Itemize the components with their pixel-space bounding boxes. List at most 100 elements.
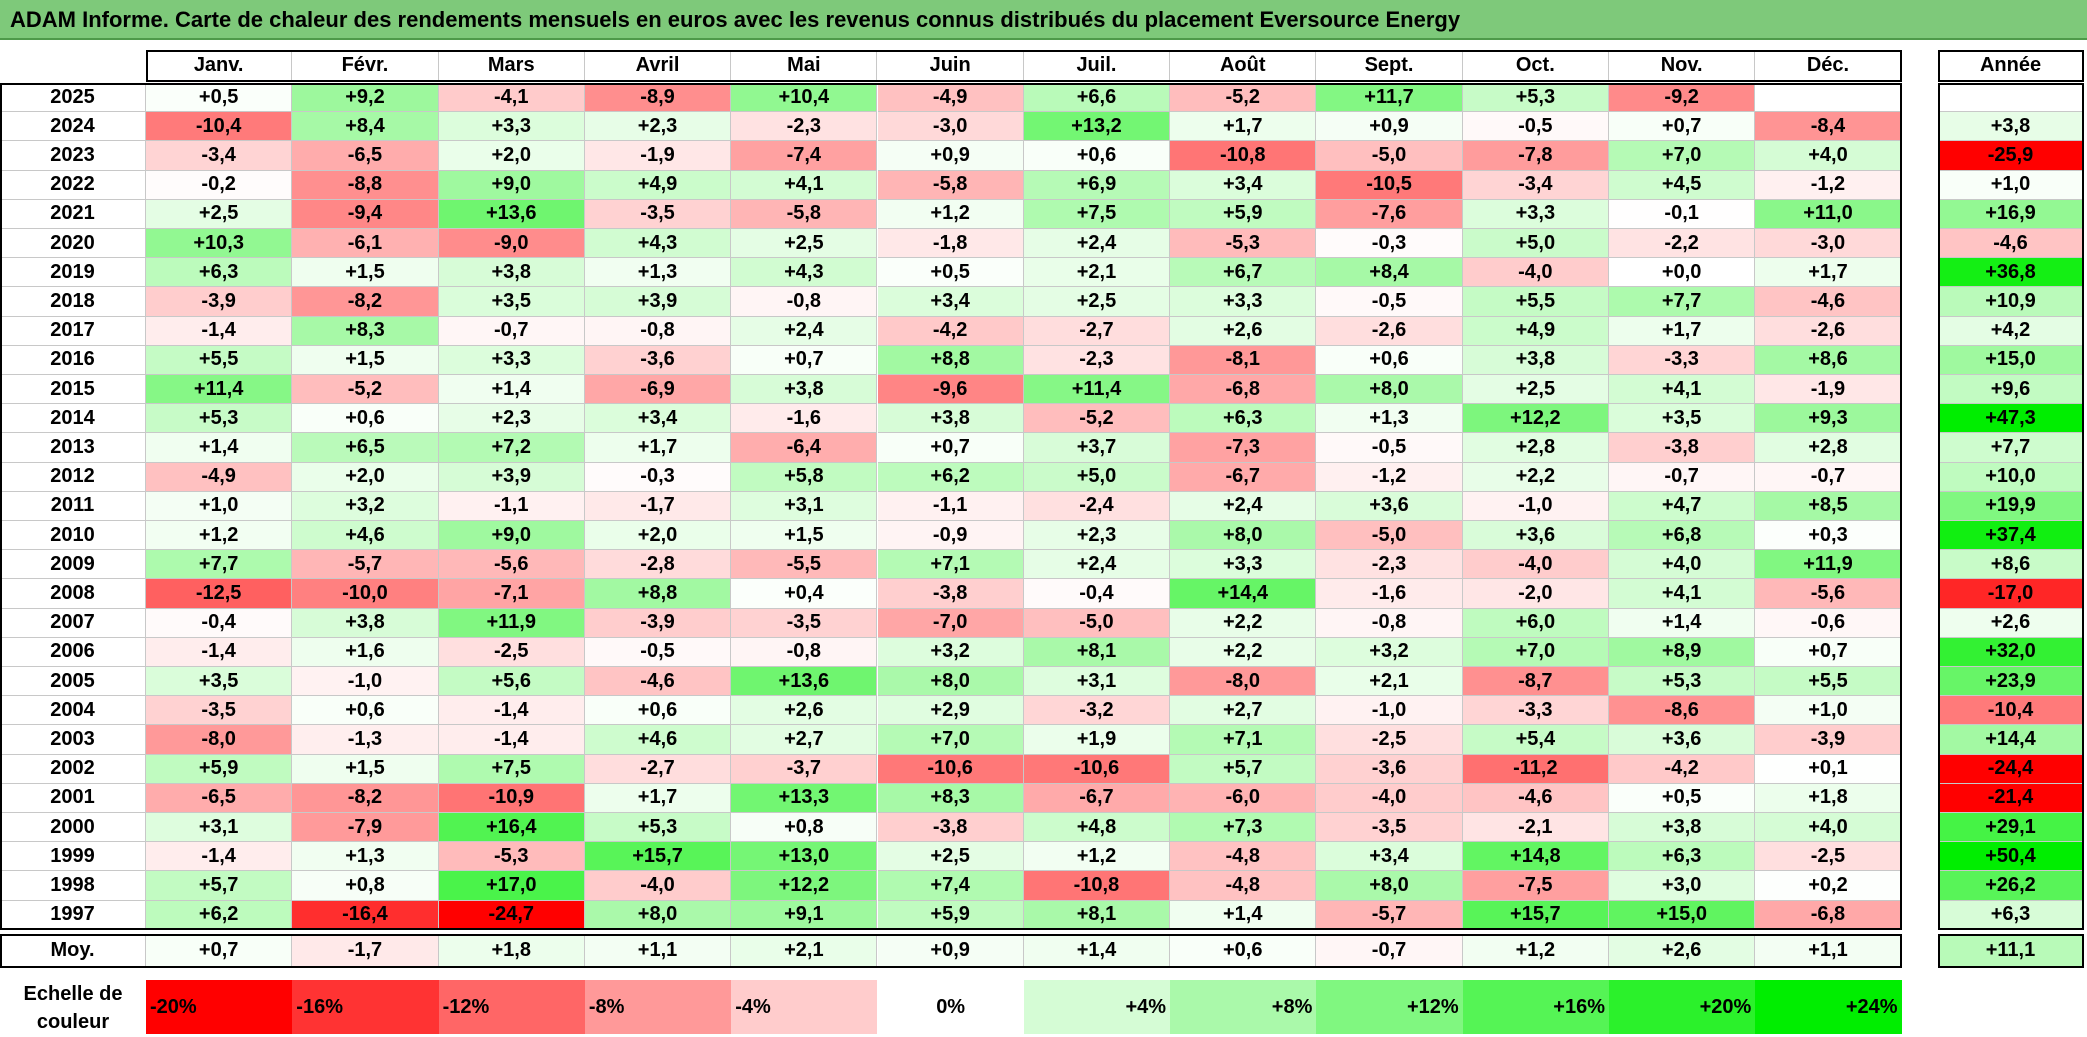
heatmap-cell: -7,6 — [1316, 199, 1463, 229]
heatmap-cell: -3,9 — [1755, 725, 1902, 755]
heatmap-cell: +13,2 — [1023, 112, 1171, 142]
year-label: 1999 — [0, 842, 146, 872]
heatmap-cell: +6,3 — [1609, 842, 1756, 872]
heatmap-cell: +15,7 — [584, 842, 732, 872]
heatmap-cell: +1,7 — [1755, 258, 1902, 288]
heatmap-cell: +1,0 — [146, 491, 293, 521]
heatmap-cell: -1,2 — [1755, 170, 1902, 200]
heatmap-cell: -4,9 — [877, 83, 1024, 113]
heatmap-cell: -3,6 — [1316, 754, 1463, 784]
heatmap-cell: -1,0 — [292, 667, 439, 697]
heatmap-cell: +1,4 — [1609, 608, 1756, 638]
heatmap-cell: +13,6 — [731, 667, 878, 697]
year-label: 2022 — [0, 170, 146, 200]
heatmap-cell: +0,6 — [292, 404, 439, 434]
heatmap-cell: +4,6 — [584, 725, 732, 755]
heatmap-cell: +2,1 — [1316, 667, 1463, 697]
scale-stop: 0% — [877, 980, 1024, 1034]
annual-cell: +37,4 — [1938, 521, 2084, 551]
heatmap-cell: -6,4 — [731, 433, 878, 463]
heatmap-cell: +15,7 — [1462, 900, 1609, 930]
heatmap-cell: -8,7 — [1462, 667, 1609, 697]
year-label: 2024 — [0, 112, 146, 142]
heatmap-cell: -11,2 — [1462, 754, 1609, 784]
heatmap-cell: +7,2 — [438, 433, 585, 463]
heatmap-cell: +1,7 — [584, 783, 732, 813]
heatmap-cell: -1,3 — [292, 725, 439, 755]
heatmap-cell: +0,6 — [584, 696, 732, 726]
month-header: Avril — [584, 50, 732, 82]
heatmap-cell: +10,4 — [731, 83, 878, 113]
heatmap-cell: +8,3 — [877, 783, 1024, 813]
heatmap-cell: +5,0 — [1462, 229, 1609, 259]
heatmap-cell: -0,6 — [1755, 608, 1902, 638]
heatmap-cell: +2,0 — [584, 521, 732, 551]
heatmap-cell: +3,0 — [1609, 871, 1756, 901]
average-cell: +0,9 — [877, 933, 1024, 968]
heatmap-cell: +8,3 — [292, 316, 439, 346]
heatmap-cell: -5,0 — [1316, 521, 1463, 551]
heatmap-cell: +3,4 — [877, 287, 1024, 317]
heatmap-cell: +0,7 — [1609, 112, 1756, 142]
average-annual-cell: +11,1 — [1938, 933, 2084, 968]
heatmap-cell: -6,8 — [1755, 900, 1902, 930]
heatmap-cell: +11,9 — [1755, 550, 1902, 580]
heatmap-cell: +1,3 — [292, 842, 439, 872]
heatmap-cell: +1,3 — [1316, 404, 1463, 434]
heatmap-cell: -5,2 — [1023, 404, 1171, 434]
annual-header: Année — [1938, 50, 2084, 82]
heatmap-cell: -0,8 — [1316, 608, 1463, 638]
annual-cell: +7,7 — [1938, 433, 2084, 463]
heatmap-cell: -3,8 — [877, 579, 1024, 609]
heatmap-cell: +7,3 — [1170, 813, 1317, 843]
heatmap-cell: +0,8 — [731, 813, 878, 843]
heatmap-cell: -9,2 — [1609, 83, 1756, 113]
heatmap-cell: +8,0 — [877, 667, 1024, 697]
heatmap-cell: +1,5 — [292, 345, 439, 375]
heatmap-cell: +6,3 — [1170, 404, 1317, 434]
heatmap-cell: +0,3 — [1755, 521, 1902, 551]
heatmap-cell: +3,2 — [292, 491, 439, 521]
annual-cell: -4,6 — [1938, 229, 2084, 259]
heatmap-cell: -1,2 — [1316, 462, 1463, 492]
heatmap-cell: -10,8 — [1170, 141, 1317, 171]
year-label: 1998 — [0, 871, 146, 901]
heatmap-cell: +0,6 — [1023, 141, 1171, 171]
heatmap-cell: -9,6 — [877, 375, 1024, 405]
annual-cell: +15,0 — [1938, 345, 2084, 375]
heatmap-cell: +2,4 — [731, 316, 878, 346]
heatmap-cell: +5,5 — [1755, 667, 1902, 697]
heatmap-cell: -4,6 — [1462, 783, 1609, 813]
heatmap-cell: +2,0 — [292, 462, 439, 492]
heatmap-cell: +15,0 — [1609, 900, 1756, 930]
heatmap-cell: -4,8 — [1170, 871, 1317, 901]
heatmap-cell: -3,9 — [584, 608, 732, 638]
heatmap-cell: -9,4 — [292, 199, 439, 229]
heatmap-cell: +3,1 — [1023, 667, 1171, 697]
heatmap-cell: -0,8 — [731, 287, 878, 317]
heatmap-cell: +13,3 — [731, 783, 878, 813]
heatmap-cell: +6,0 — [1462, 608, 1609, 638]
annual-cell: +32,0 — [1938, 637, 2084, 667]
heatmap-cell: -10,4 — [146, 112, 293, 142]
heatmap-cell: +6,2 — [146, 900, 293, 930]
year-label: 2006 — [0, 637, 146, 667]
heatmap-cell: -0,4 — [146, 608, 293, 638]
year-label: 2023 — [0, 141, 146, 171]
heatmap-cell: +7,0 — [1609, 141, 1756, 171]
heatmap-cell: +3,2 — [877, 637, 1024, 667]
heatmap-cell: +8,0 — [584, 900, 732, 930]
heatmap-cell: +4,9 — [584, 170, 732, 200]
heatmap-cell: -5,6 — [1755, 579, 1902, 609]
heatmap-cell: -0,5 — [584, 637, 732, 667]
heatmap-cell: +4,8 — [1023, 813, 1171, 843]
heatmap-cell: -1,1 — [438, 491, 585, 521]
heatmap-cell: -6,7 — [1023, 783, 1171, 813]
heatmap-cell: +1,5 — [731, 521, 878, 551]
heatmap-cell: -8,0 — [1170, 667, 1317, 697]
heatmap-cell: -10,5 — [1316, 170, 1463, 200]
heatmap-cell: +5,5 — [146, 345, 293, 375]
heatmap-cell: +2,6 — [1170, 316, 1317, 346]
heatmap-cell: -5,0 — [1316, 141, 1463, 171]
scale-label: Echelle de couleur — [4, 980, 142, 1036]
